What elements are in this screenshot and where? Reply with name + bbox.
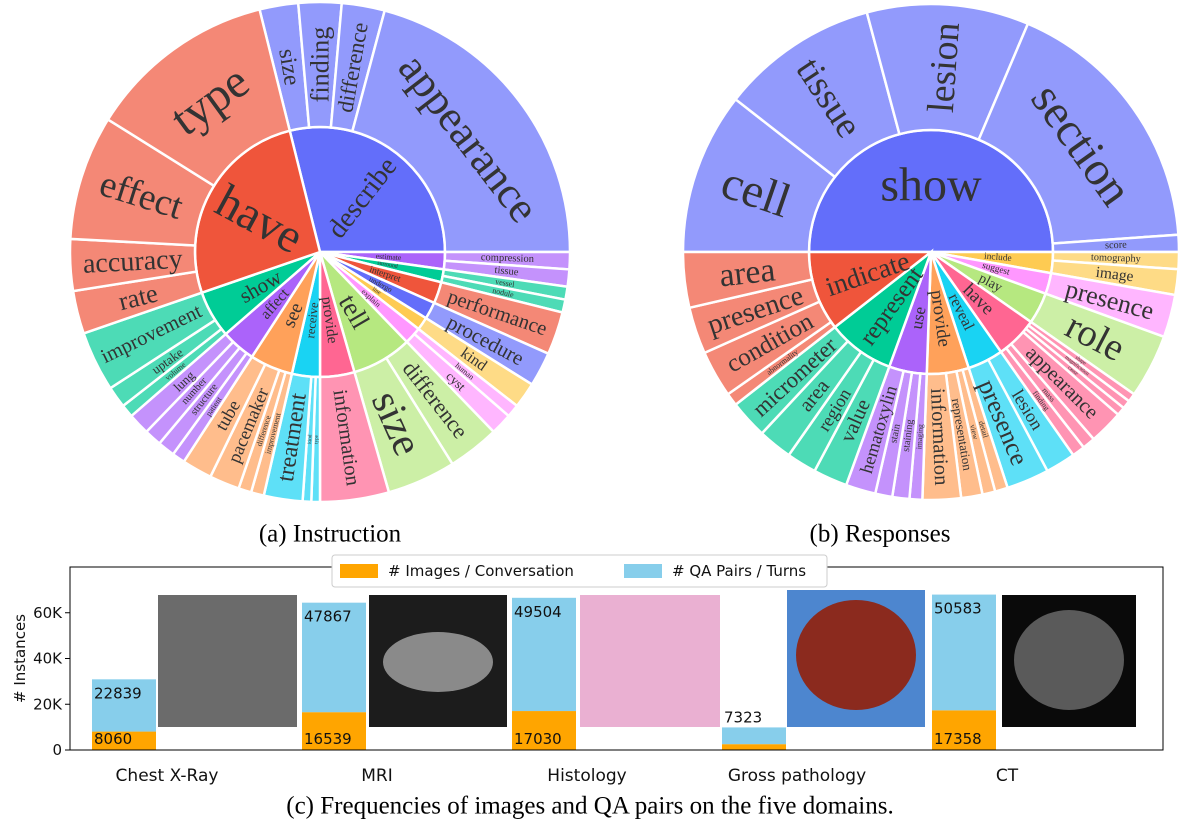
bar-segment bbox=[92, 679, 156, 732]
value-label: 8060 bbox=[94, 730, 132, 748]
outer-label: staining bbox=[901, 419, 916, 453]
outer-label: compression bbox=[481, 252, 535, 265]
outer-label: score bbox=[1105, 240, 1128, 252]
outer-label: stain bbox=[888, 423, 903, 444]
bar-segment bbox=[722, 727, 786, 745]
outer-wedge bbox=[106, 7, 292, 188]
value-label: 17030 bbox=[514, 730, 562, 748]
bar-segment bbox=[512, 711, 576, 750]
outer-label: image bbox=[1095, 264, 1135, 286]
outer-label: size bbox=[273, 47, 305, 87]
outer-label: finding bbox=[306, 27, 335, 103]
image-ct-detail bbox=[1014, 610, 1124, 710]
y-tick-label: 40K bbox=[33, 650, 63, 668]
outer-wedge bbox=[681, 250, 814, 310]
outer-label: lesion bbox=[920, 21, 968, 114]
x-tick-label: Gross pathology bbox=[728, 766, 866, 786]
outer-label: tissue bbox=[494, 265, 519, 278]
value-label: 16539 bbox=[304, 730, 352, 748]
value-label: 22839 bbox=[94, 684, 142, 702]
outer-label: information bbox=[926, 388, 952, 486]
value-label: 49504 bbox=[514, 603, 562, 621]
value-label: 50583 bbox=[934, 600, 982, 618]
inner-label: include bbox=[984, 252, 1012, 264]
inner-label: use bbox=[907, 305, 930, 331]
legend-label: # Images / Conversation bbox=[388, 562, 574, 580]
legend-label: # QA Pairs / Turns bbox=[672, 562, 806, 580]
sunburst bbox=[681, 2, 1181, 502]
sunburst bbox=[68, 0, 572, 504]
outer-wedge bbox=[350, 8, 572, 254]
legend-swatch bbox=[624, 564, 662, 578]
inner-label: provide bbox=[318, 296, 341, 345]
image-gross-detail bbox=[796, 600, 916, 710]
bar-segment bbox=[932, 594, 996, 711]
bar-segment bbox=[92, 731, 156, 750]
caption: (c) Frequencies of images and QA pairs o… bbox=[286, 793, 893, 820]
outer-label: tomography bbox=[1091, 252, 1142, 265]
domain-images bbox=[158, 590, 1136, 727]
outer-wedge bbox=[977, 22, 1180, 245]
value-label: 17358 bbox=[934, 730, 982, 748]
bar-segment bbox=[302, 712, 366, 750]
outer-label: view bbox=[968, 424, 980, 441]
x-tick-label: CT bbox=[996, 766, 1019, 786]
bar-segment bbox=[512, 597, 576, 712]
inner-label: show bbox=[880, 158, 982, 211]
bar-segment bbox=[722, 744, 786, 750]
x-tick-label: Histology bbox=[547, 766, 626, 786]
image-chest-xray bbox=[158, 595, 297, 727]
inner-label: estimate bbox=[375, 251, 402, 262]
legend-box bbox=[331, 554, 828, 588]
outer-label: area bbox=[717, 251, 777, 294]
outer-label: vessel bbox=[495, 277, 516, 289]
x-tick-label: Chest X-Ray bbox=[116, 766, 219, 786]
outer-label: kind bbox=[307, 434, 313, 444]
outer-label: type bbox=[314, 434, 320, 444]
value-label: 7323 bbox=[724, 708, 762, 726]
bar-segment bbox=[932, 710, 996, 750]
inner-label: line bbox=[371, 286, 382, 296]
y-tick-label: 20K bbox=[33, 695, 63, 713]
caption: (b) Responses bbox=[810, 521, 951, 548]
value-label: 47867 bbox=[304, 608, 352, 626]
outer-label: imaging bbox=[914, 424, 925, 450]
y-tick-label: 60K bbox=[33, 604, 63, 622]
bar-segment bbox=[302, 602, 366, 713]
y-tick-label: 0 bbox=[52, 741, 62, 759]
inner-label: receive bbox=[303, 301, 321, 339]
image-mri-detail bbox=[383, 632, 493, 692]
inner-label: surround bbox=[377, 260, 398, 270]
image-histology bbox=[580, 595, 720, 727]
x-tick-label: MRI bbox=[361, 766, 393, 786]
legend-swatch bbox=[340, 564, 378, 578]
outer-label: accuracy bbox=[82, 244, 183, 280]
caption: (a) Instruction bbox=[259, 521, 402, 548]
y-axis-label: # Instances bbox=[11, 614, 29, 703]
